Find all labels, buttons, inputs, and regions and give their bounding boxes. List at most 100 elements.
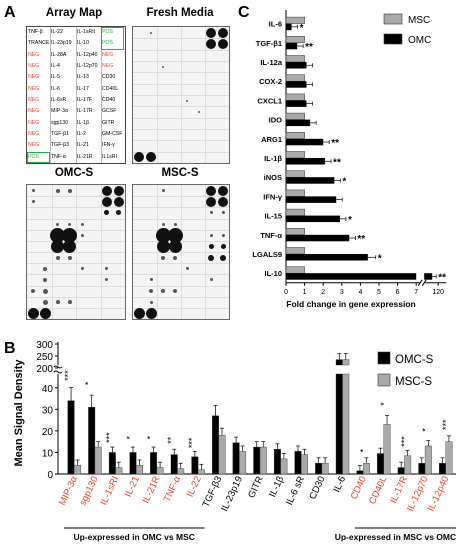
array-map-cell: NEG (28, 108, 40, 115)
msc-bar (285, 93, 305, 101)
blot-grid-line (76, 185, 77, 319)
blot-grid-line (157, 27, 158, 163)
blot-spot (208, 254, 214, 261)
blot-grid-line (51, 185, 53, 319)
msc-bar (285, 16, 305, 24)
array-map-cell: IL-12p40 (77, 51, 98, 58)
category-label: IL-6 (331, 475, 348, 494)
blot-spot (31, 200, 35, 204)
omc-s-bar (438, 463, 446, 475)
omc-s-bar (253, 446, 261, 475)
msc-s-bar (280, 458, 288, 475)
blot-spot (173, 289, 177, 294)
omc-s-bar (108, 452, 116, 475)
blot-spot (133, 307, 145, 319)
fresh-media-blot (132, 26, 230, 164)
blot-spot (149, 278, 153, 282)
significance-mark: *** (400, 436, 410, 447)
category-label: IL-1β (267, 474, 286, 499)
array-map-cell: sgp130 (51, 119, 69, 126)
msc-bar (285, 112, 305, 120)
y-tick-label: 20 (42, 427, 54, 438)
array-map-cell: MIP-3α (51, 108, 68, 115)
omc-s-bar (377, 453, 384, 475)
x-tick-label: 2 (321, 289, 325, 296)
blot-spot (206, 27, 216, 38)
omc-s-bar-upper (335, 359, 343, 366)
msc-bar (285, 170, 305, 178)
blot-spot (155, 227, 171, 243)
category-label: IL-1β (264, 154, 282, 163)
blot-spot (67, 188, 72, 193)
gene-expression-chart: 0 1 2 3 4 5 6 7 120 Fold change in gene expressio… (252, 10, 447, 309)
category-label: IL-10 (264, 269, 282, 278)
blot-spot (185, 267, 189, 271)
msc-s-bar (383, 424, 391, 475)
msc-bar (285, 208, 305, 216)
omc-s-bar (273, 449, 281, 475)
array-map-cell: NEG (102, 51, 114, 58)
significance-mark: * (125, 435, 135, 439)
omc-bar (286, 215, 340, 223)
msc-s-bar (94, 446, 102, 475)
category-label: LGALS9 (252, 250, 282, 259)
omc-s-bar (232, 442, 240, 475)
array-map-cell: IL-6 (51, 85, 60, 92)
omc-s-blot (26, 184, 126, 320)
array-map-cell: TRANCE (28, 40, 50, 47)
omc-bar (286, 234, 350, 242)
omc-s-bar (88, 406, 96, 475)
array-map-cell: CD40L (102, 85, 119, 92)
omc-bar (286, 81, 307, 88)
msc-bar (285, 151, 305, 159)
blot-spot (67, 255, 72, 260)
x-tick-label: 1 (303, 289, 307, 296)
msc-bar (285, 74, 305, 82)
blot-spot (221, 233, 225, 237)
legend-swatch (377, 351, 391, 365)
omc-s-bar (294, 451, 302, 475)
x-tick-label: 3 (340, 289, 344, 296)
array-map-cell: NEG (28, 142, 40, 149)
category-label: CD40 (349, 475, 369, 502)
category-label: IL-22 (185, 475, 204, 499)
array-map-cell: POS (28, 153, 39, 160)
significance-mark: *** (104, 432, 114, 443)
blot-spot (134, 152, 144, 163)
blot-spot (162, 65, 164, 68)
array-map-cell: IL-28A (51, 51, 67, 58)
array-map-divider (76, 27, 77, 163)
y-axis-title: Mean Signal Density (13, 359, 25, 467)
y-tick-label: 30 (42, 405, 54, 416)
array-map-cell: IL-21 (77, 142, 89, 149)
array-map-cell: IL-12p70 (77, 63, 98, 69)
array-map-cell: NEG (28, 85, 40, 92)
array-map-divider (50, 27, 51, 163)
omc-bar (286, 138, 324, 146)
blot-spot (31, 289, 36, 294)
category-label: TNF-α (260, 231, 282, 240)
blot-spot (68, 222, 72, 226)
omc-s-bar (170, 454, 178, 475)
significance-mark: ** (438, 272, 446, 283)
category-label: IL-21 (123, 475, 142, 499)
blot-spot (39, 307, 51, 319)
significance-mark: ** (305, 42, 313, 53)
blot-spot (43, 266, 48, 271)
axis-break-mark (417, 279, 423, 287)
significance-mark: * (348, 215, 352, 226)
msc-bar (285, 36, 305, 44)
array-map-cell: IL-5 (51, 74, 60, 81)
blot-spot (167, 227, 183, 243)
blot-spot (161, 289, 165, 294)
significance-mark: ** (333, 157, 341, 168)
legend-label: OMC (408, 35, 431, 46)
y-tick-label: 300 (36, 340, 53, 351)
blot-spot (218, 196, 228, 207)
legend-label: MSC-S (395, 376, 432, 388)
array-map-cell: POS (102, 29, 113, 35)
msc-s-bar (156, 467, 164, 475)
array-map-cell: CD40 (102, 97, 116, 103)
omc-s-bar (397, 467, 405, 475)
blot-spot (156, 239, 170, 253)
